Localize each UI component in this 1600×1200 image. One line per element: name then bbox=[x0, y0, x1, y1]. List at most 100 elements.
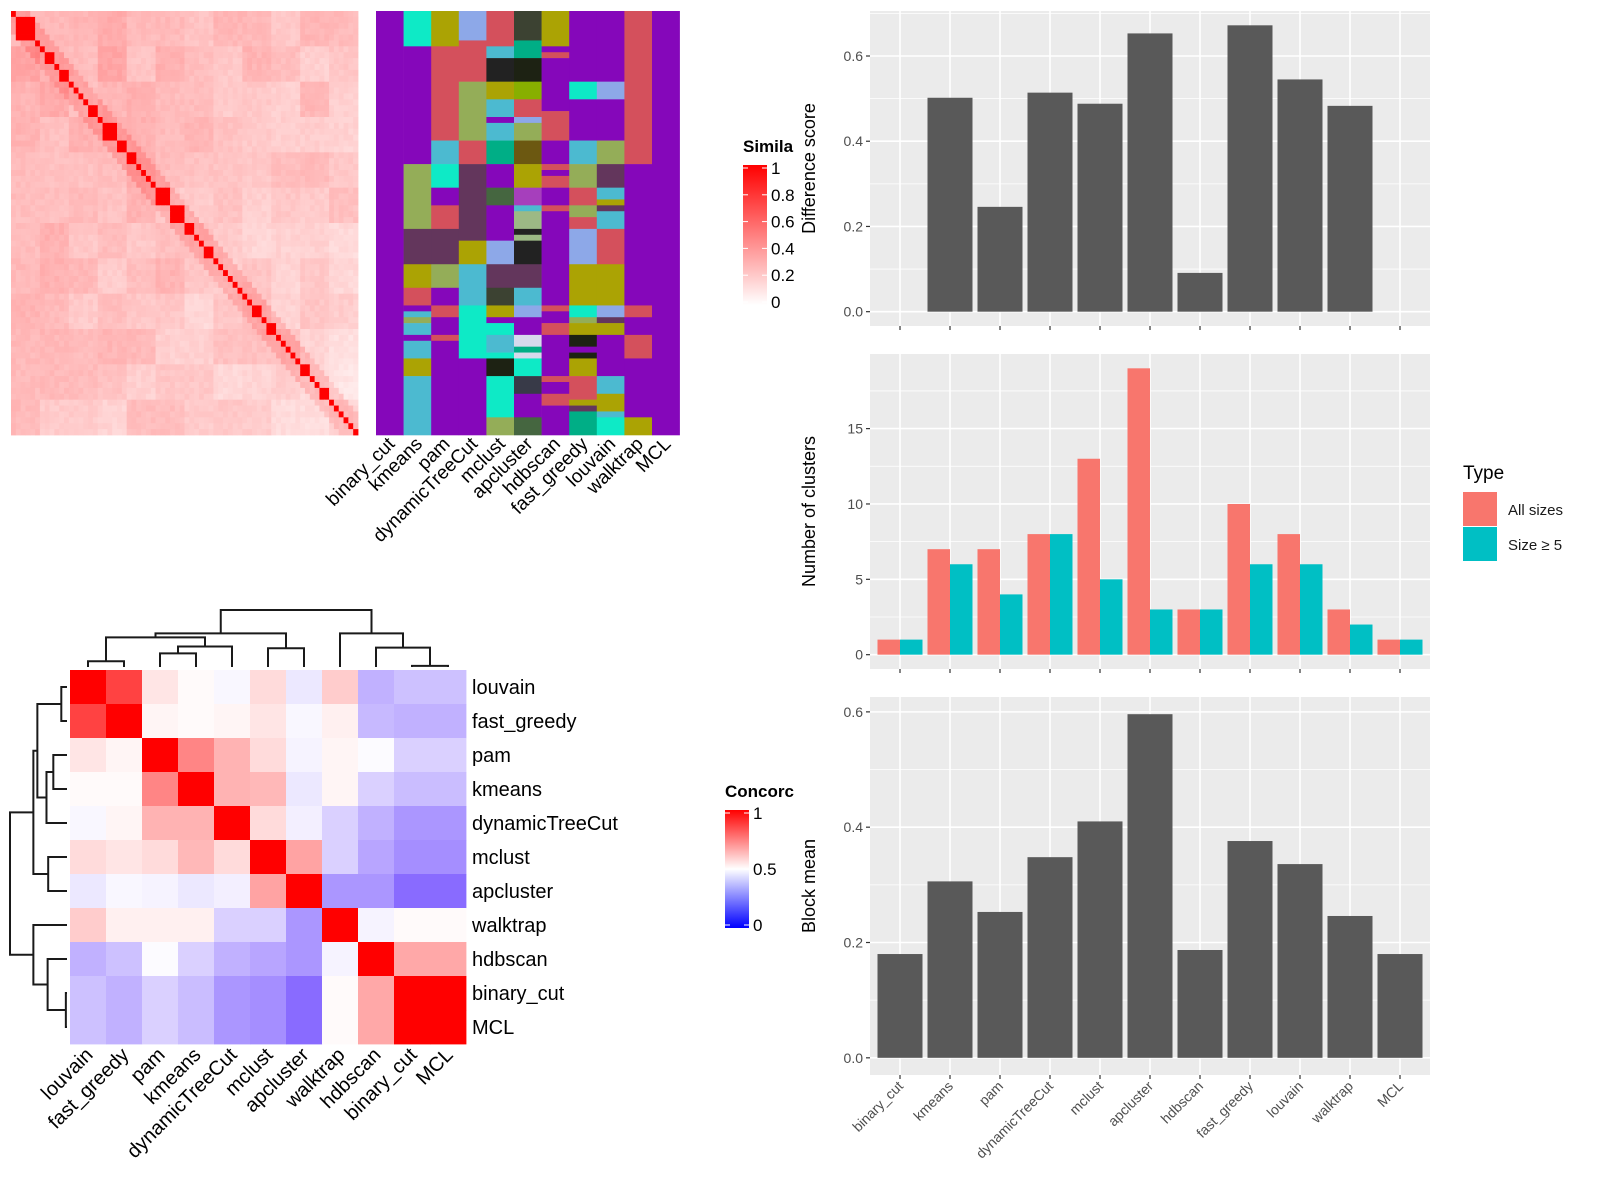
similarity-cell bbox=[276, 111, 282, 118]
similarity-cell bbox=[92, 252, 99, 259]
similarity-cell bbox=[64, 376, 70, 383]
similarity-cell bbox=[92, 199, 99, 206]
similarity-cell bbox=[30, 46, 36, 53]
similarity-cell bbox=[88, 305, 94, 312]
similarity-cell bbox=[73, 246, 79, 253]
similarity-cell bbox=[300, 16, 306, 24]
similarity-cell bbox=[218, 193, 224, 200]
similarity-cell bbox=[59, 270, 65, 277]
similarity-cell bbox=[223, 276, 229, 283]
similarity-cell bbox=[73, 28, 79, 35]
similarity-cell bbox=[155, 217, 161, 224]
similarity-cell bbox=[49, 187, 55, 194]
similarity-cell bbox=[92, 28, 99, 35]
similarity-cell bbox=[11, 293, 17, 300]
similarity-cell bbox=[78, 16, 84, 24]
similarity-cell bbox=[266, 411, 272, 418]
similarity-cell bbox=[189, 276, 195, 283]
similarity-cell bbox=[203, 187, 209, 194]
similarity-cell bbox=[227, 117, 234, 124]
similarity-cell bbox=[88, 69, 94, 77]
similarity-cell bbox=[112, 287, 118, 295]
similarity-cell bbox=[227, 69, 234, 77]
similarity-cell bbox=[83, 99, 89, 106]
similarity-cell bbox=[15, 405, 22, 412]
similarity-cell bbox=[136, 75, 142, 83]
similarity-cell bbox=[49, 105, 55, 112]
similarity-cell bbox=[78, 317, 84, 324]
similarity-cell bbox=[242, 270, 248, 277]
similarity-cell bbox=[88, 187, 94, 194]
similarity-cell bbox=[290, 69, 296, 77]
similarity-cell bbox=[256, 22, 263, 30]
similarity-cell bbox=[83, 93, 89, 100]
similarity-cell bbox=[198, 299, 205, 306]
similarity-cell bbox=[333, 170, 340, 177]
similarity-cell bbox=[107, 164, 113, 171]
similarity-cell bbox=[107, 199, 113, 206]
similarity-cell bbox=[208, 11, 214, 18]
similarity-cell bbox=[208, 382, 214, 389]
similarity-cell bbox=[179, 69, 185, 77]
similarity-cell bbox=[97, 64, 103, 71]
similarity-cell bbox=[271, 205, 277, 212]
similarity-cell bbox=[237, 134, 243, 141]
similarity-cell bbox=[237, 199, 243, 206]
similarity-cell bbox=[112, 40, 118, 47]
similarity-cell bbox=[343, 105, 349, 112]
similarity-cell bbox=[35, 64, 41, 71]
similarity-cell bbox=[184, 399, 190, 406]
similarity-cell bbox=[131, 111, 137, 118]
similarity-cell bbox=[64, 417, 70, 424]
similarity-cell bbox=[160, 382, 166, 389]
similarity-cell bbox=[117, 58, 123, 65]
similarity-cell bbox=[261, 34, 267, 41]
similarity-cell bbox=[203, 234, 209, 242]
similarity-cell bbox=[97, 158, 103, 165]
similarity-cell bbox=[242, 16, 248, 24]
similarity-cell bbox=[92, 146, 99, 153]
similarity-cell bbox=[117, 117, 123, 124]
similarity-cell bbox=[165, 411, 171, 418]
similarity-cell bbox=[39, 22, 46, 30]
similarity-cell bbox=[276, 399, 282, 406]
similarity-cell bbox=[165, 28, 171, 35]
similarity-cell bbox=[333, 276, 340, 283]
similarity-cell bbox=[11, 16, 17, 24]
similarity-cell bbox=[189, 393, 195, 401]
similarity-cell bbox=[54, 181, 60, 189]
similarity-cell bbox=[304, 405, 311, 412]
similarity-cell bbox=[117, 87, 123, 94]
similarity-cell bbox=[141, 252, 147, 259]
similarity-cell bbox=[170, 75, 176, 83]
similarity-cell bbox=[30, 199, 36, 206]
similarity-cell bbox=[102, 117, 108, 124]
similarity-cell bbox=[20, 122, 26, 130]
similarity-cell bbox=[59, 28, 65, 35]
similarity-cell bbox=[126, 40, 132, 47]
similarity-cell bbox=[218, 252, 224, 259]
similarity-cell bbox=[112, 252, 118, 259]
similarity-cell bbox=[160, 358, 166, 365]
similarity-cell bbox=[35, 146, 41, 153]
similarity-cell bbox=[25, 58, 31, 65]
similarity-cell bbox=[353, 58, 359, 65]
similarity-cell bbox=[300, 270, 306, 277]
similarity-cell bbox=[68, 405, 75, 412]
similarity-cell bbox=[208, 134, 214, 141]
similarity-cell bbox=[223, 175, 229, 183]
similarity-cell bbox=[73, 128, 79, 136]
similarity-cell bbox=[73, 340, 79, 348]
similarity-cell bbox=[141, 417, 147, 424]
similarity-cell bbox=[97, 175, 103, 183]
similarity-cell bbox=[247, 181, 253, 189]
similarity-cell bbox=[343, 175, 349, 183]
similarity-cell bbox=[54, 270, 60, 277]
similarity-cell bbox=[11, 258, 17, 265]
similarity-cell bbox=[39, 128, 46, 136]
similarity-cell bbox=[102, 170, 108, 177]
similarity-cell bbox=[25, 364, 31, 371]
similarity-cell bbox=[276, 99, 282, 106]
similarity-cell bbox=[343, 93, 349, 100]
similarity-cell bbox=[232, 117, 238, 124]
